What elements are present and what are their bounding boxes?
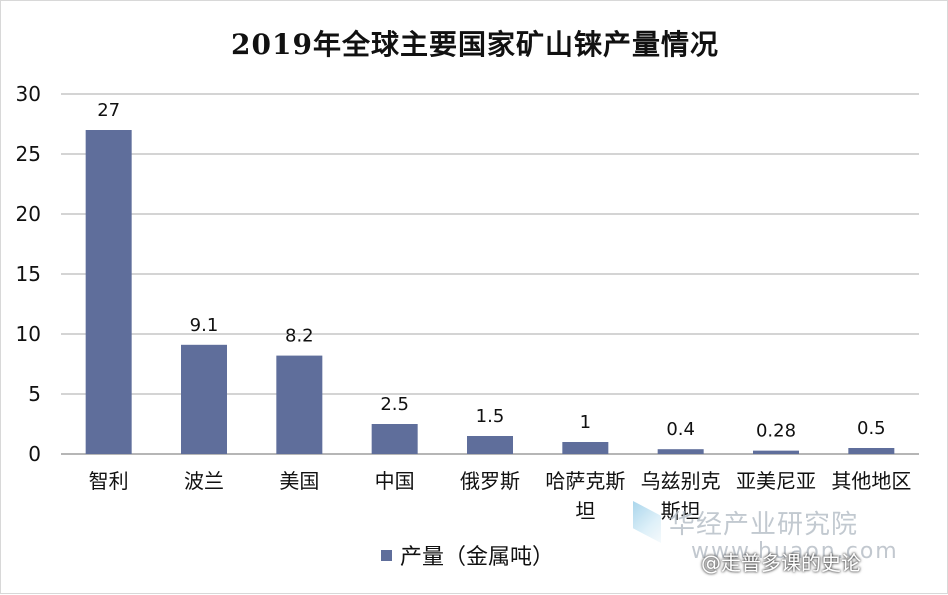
bar (371, 424, 418, 454)
bar (276, 355, 323, 454)
y-tick-label: 0 (28, 442, 41, 466)
y-tick-label: 5 (28, 382, 41, 406)
x-tick-label: 坦 (575, 499, 595, 523)
x-tick-label: 美国 (279, 469, 319, 493)
bar (467, 436, 513, 454)
data-label: 0.4 (666, 419, 695, 440)
bar (848, 448, 895, 454)
x-tick-label: 其他地区 (831, 469, 911, 493)
bar (562, 442, 609, 454)
legend-swatch (381, 549, 392, 561)
bar (657, 449, 704, 454)
data-label: 27 (97, 100, 120, 121)
bar (753, 450, 799, 454)
data-label: 1 (580, 412, 591, 433)
x-tick-label: 俄罗斯 (460, 469, 520, 493)
legend-label: 产量（金属吨） (400, 545, 555, 570)
data-label: 0.5 (857, 418, 886, 439)
y-tick-label: 25 (16, 142, 41, 166)
chart-legend: 产量（金属吨） (381, 539, 554, 571)
x-tick-label: 中国 (375, 469, 415, 493)
x-tick-label: 智利 (89, 469, 129, 493)
bar (85, 130, 132, 454)
data-label: 0.28 (756, 421, 796, 442)
x-tick-label: 斯坦 (661, 499, 701, 523)
y-tick-label: 15 (16, 262, 41, 286)
bar (181, 344, 227, 454)
y-tick-label: 30 (16, 82, 41, 106)
watermark: 华经产业研究院 (633, 501, 858, 543)
x-tick-label: 乌兹别克 (641, 469, 721, 493)
x-tick-label: 哈萨克斯 (545, 469, 625, 493)
data-label: 8.2 (285, 326, 314, 347)
data-label: 9.1 (190, 315, 219, 336)
watermark-url: www.huaon.com (691, 539, 899, 564)
x-tick-label: 亚美尼亚 (736, 469, 816, 493)
watermark-org: 华经产业研究院 (669, 509, 859, 540)
x-tick-label: 波兰 (184, 469, 224, 493)
y-tick-label: 20 (16, 202, 41, 226)
y-tick-label: 10 (16, 322, 41, 346)
data-label: 1.5 (476, 406, 505, 427)
chart-title: 2019年全球主要国家矿山铼产量情况 (231, 28, 719, 61)
watermark-logo-icon (633, 501, 661, 543)
watermark-source: @走普多课的史论 (701, 551, 861, 575)
data-label: 2.5 (380, 394, 409, 415)
